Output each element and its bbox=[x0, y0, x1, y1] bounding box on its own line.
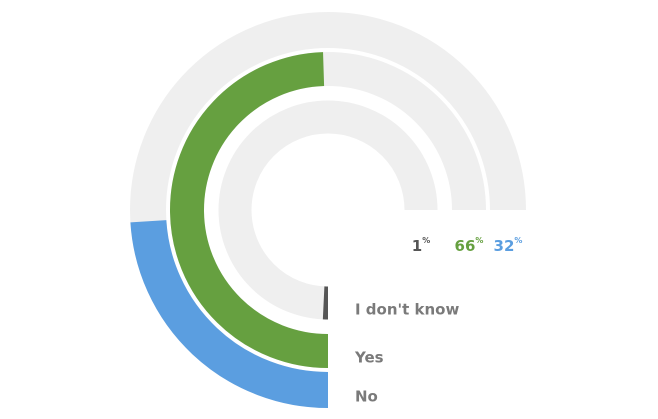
value-suffix: % bbox=[475, 236, 483, 245]
value-number: 1 bbox=[412, 237, 422, 255]
value-label: 1% bbox=[412, 236, 430, 255]
value-label: 32% bbox=[494, 236, 523, 255]
category-label: Yes bbox=[354, 349, 384, 367]
value-number: 66 bbox=[455, 237, 476, 255]
value-number: 32 bbox=[494, 237, 515, 255]
bar bbox=[130, 219, 329, 408]
category-label: No bbox=[355, 388, 378, 406]
category-label: I don't know bbox=[355, 301, 459, 319]
track bbox=[218, 100, 438, 320]
bar bbox=[170, 52, 329, 368]
value-suffix: % bbox=[422, 236, 430, 245]
value-suffix: % bbox=[514, 236, 522, 245]
value-label: 66% bbox=[455, 236, 484, 255]
